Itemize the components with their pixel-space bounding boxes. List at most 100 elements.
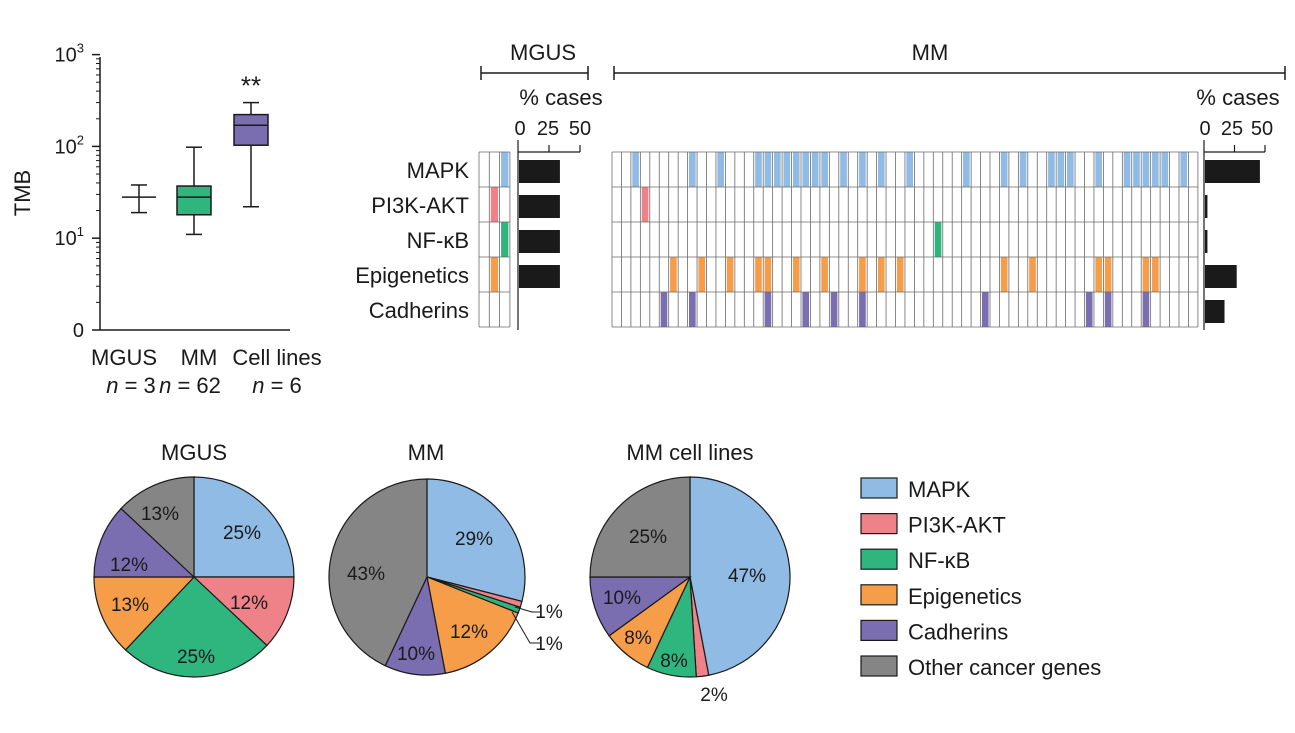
pie-slice-label: 13%: [111, 595, 149, 616]
mutation-cell: [1057, 152, 1065, 187]
legend-swatch: [860, 655, 898, 677]
mutation-cell: [501, 152, 509, 187]
pie-slice: [193, 476, 295, 578]
mutation-cell: [1067, 152, 1074, 187]
mutation-cell: [1152, 152, 1159, 187]
mutation-cell: [963, 152, 970, 187]
leader-line: [511, 611, 540, 644]
mutation-cell: [764, 292, 772, 327]
pct-bar: [519, 230, 560, 253]
x-group-n: n = 3: [106, 373, 156, 398]
pie-slice-label: 10%: [397, 644, 435, 665]
pct-bar: [519, 195, 560, 218]
pathway-heatmap: MAPK PI3K-AKT NF-κB Epigenetics Cadherins MGU…: [355, 40, 1286, 330]
pie-charts: MGUS 25% 12% 25% 13% 12% 13% MM 29% 1% 1% 12% 10% 43%…: [93, 440, 791, 706]
mutation-cell: [1029, 257, 1036, 292]
pie-slice: [93, 507, 196, 578]
mutation-cell: [811, 152, 819, 187]
mutation-cell: [792, 152, 800, 187]
mutation-cell: [764, 257, 772, 292]
mutation-cell: [878, 257, 885, 292]
significance-marker: **: [241, 71, 261, 101]
y-tick-label: 102: [55, 132, 84, 158]
mutation-cell: [689, 152, 696, 187]
y-axis-label: TMB: [10, 170, 35, 216]
mutation-cell: [1104, 292, 1112, 327]
pie-slice-label: 12%: [450, 622, 488, 643]
x-group-label: Cell lines: [232, 345, 321, 370]
pie-title: MGUS: [161, 440, 227, 465]
mutation-cell: [830, 292, 838, 327]
mutation-cell: [726, 257, 734, 292]
pie-slice: [192, 576, 295, 647]
pathway-label: PI3K-AKT: [371, 193, 469, 218]
mutation-cell: [717, 152, 724, 187]
mutation-cell: [1104, 257, 1112, 292]
mutation-cell: [906, 152, 913, 187]
mutation-cell: [755, 257, 762, 292]
mutation-cell: [792, 257, 800, 292]
mutation-cell: [490, 257, 499, 292]
mutation-cell: [755, 152, 762, 187]
cohort-title: MM: [912, 40, 949, 65]
pie-slice-label: 2%: [700, 685, 728, 706]
mutation-cell: [1095, 257, 1102, 292]
mutation-cell: [1085, 292, 1093, 327]
pie-slice-label: 12%: [230, 593, 268, 614]
mutation-cell: [1142, 292, 1150, 327]
mutation-cell: [859, 152, 866, 187]
pct-tick-label: 50: [1251, 118, 1273, 140]
mutation-cell: [689, 292, 696, 327]
pie-slice: [589, 476, 691, 578]
mutation-cell: [1123, 152, 1131, 187]
mutation-cell: [1142, 257, 1150, 292]
x-group-n: n = 62: [159, 373, 221, 398]
pie-slice-label: 25%: [223, 523, 261, 544]
pie-slice-label: 1%: [535, 602, 563, 623]
pie-slice-label: 1%: [535, 634, 563, 655]
pie-slice: [689, 476, 791, 676]
pct-bar: [1205, 265, 1237, 288]
mutation-cell: [878, 152, 885, 187]
pie-slice: [426, 478, 526, 603]
legend-swatch: [860, 477, 898, 499]
pie-slice: [124, 576, 268, 678]
mutation-cell: [660, 292, 668, 327]
legend-swatch: [860, 512, 898, 535]
pie-slice-label: 10%: [603, 588, 641, 609]
legend-label: Cadherins: [908, 619, 1008, 644]
mutation-cell: [1019, 152, 1027, 187]
pie-slice-label: 47%: [728, 566, 766, 587]
pct-bar: [519, 160, 560, 183]
legend-swatch: [860, 619, 898, 642]
pct-bar: [1205, 160, 1260, 183]
pie-slice-label: 25%: [177, 647, 215, 668]
x-group-n: n = 6: [252, 373, 302, 398]
cohort-title: MGUS: [510, 40, 576, 65]
pct-tick-label: 50: [569, 118, 591, 140]
mutation-cell: [859, 292, 866, 327]
mutation-cell: [802, 152, 810, 187]
mutation-cell: [783, 152, 791, 187]
legend-swatch: [860, 548, 898, 570]
pct-bar: [519, 265, 560, 288]
y-tick-label: 101: [55, 224, 84, 250]
mutation-cell: [641, 187, 649, 222]
pie-slice: [328, 478, 428, 667]
pie-title: MM: [408, 440, 445, 465]
mutation-cell: [821, 152, 828, 187]
pathway-label: NF-κB: [407, 228, 469, 253]
mutation-cell: [490, 187, 499, 222]
y-tick-label: 103: [55, 41, 84, 67]
pct-bar: [1205, 230, 1208, 253]
mutation-cell: [632, 152, 639, 187]
mutation-cell: [1180, 152, 1188, 187]
legend-label: PI3K-AKT: [908, 513, 1006, 538]
pie-slice-label: 8%: [660, 651, 688, 672]
mutation-cell: [1048, 152, 1055, 187]
pathway-label: Epigenetics: [355, 263, 469, 288]
legend: MAPK PI3K-AKT NF-κB Epigenetics Cadherins Oth…: [860, 477, 1101, 680]
mutation-cell: [934, 222, 942, 257]
mutation-cell: [764, 152, 772, 187]
